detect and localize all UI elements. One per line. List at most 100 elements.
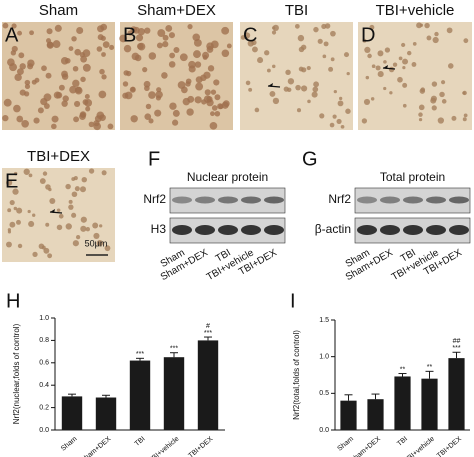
- cell: [254, 107, 260, 113]
- cell: [311, 91, 318, 98]
- cell: [192, 33, 201, 42]
- significance-mark: **: [400, 366, 406, 373]
- cell: [169, 102, 177, 110]
- cell: [21, 119, 29, 128]
- y-axis-label: Nrf2(nuclear,folds of control): [12, 323, 21, 424]
- cell: [41, 245, 46, 250]
- band: [241, 196, 261, 204]
- cell: [39, 178, 46, 184]
- band: [172, 196, 192, 204]
- cell: [419, 23, 424, 27]
- cell: [16, 115, 24, 123]
- bar: [394, 376, 411, 430]
- cell: [194, 61, 202, 68]
- cell: [206, 42, 214, 50]
- cell: [17, 30, 23, 36]
- cell: [98, 90, 107, 99]
- cell: [312, 86, 319, 93]
- cell: [29, 30, 34, 36]
- cell: [71, 212, 77, 218]
- cell: [287, 78, 295, 85]
- cell: [72, 240, 79, 247]
- cell: [99, 224, 103, 228]
- cell: [19, 63, 26, 70]
- cell: [136, 42, 144, 50]
- cell: [447, 63, 454, 69]
- cell: [336, 118, 342, 125]
- x-tick-label: TBI: [134, 436, 147, 448]
- cell: [129, 86, 136, 93]
- cell: [264, 50, 270, 56]
- band: [241, 225, 261, 235]
- cell: [420, 87, 426, 93]
- cell: [162, 34, 169, 41]
- cell: [377, 50, 384, 57]
- cell: [187, 24, 193, 30]
- cell: [27, 63, 34, 70]
- cell: [221, 26, 230, 35]
- cell: [42, 171, 48, 176]
- cell: [60, 57, 69, 65]
- cell: [81, 176, 87, 183]
- bar: [448, 358, 465, 430]
- panel-letter: B: [123, 24, 136, 46]
- cell: [295, 84, 301, 91]
- cell: [169, 52, 176, 59]
- x-tick-label: TBI+vehicle: [403, 436, 436, 457]
- cell: [377, 71, 384, 78]
- cell: [45, 222, 50, 227]
- cell: [79, 51, 86, 58]
- cell: [168, 32, 175, 39]
- cell: [134, 54, 142, 62]
- cell: [28, 220, 35, 228]
- y-tick-label: 1.0: [39, 315, 49, 322]
- cell: [80, 55, 88, 63]
- cell: [271, 30, 277, 35]
- cell: [61, 70, 68, 78]
- cell: [434, 31, 439, 37]
- cell: [12, 188, 19, 195]
- band: [172, 225, 192, 235]
- cell: [156, 42, 163, 49]
- cell: [375, 65, 381, 71]
- cell: [251, 39, 257, 46]
- cell: [24, 83, 31, 90]
- cell: [142, 67, 148, 73]
- cell: [272, 97, 280, 105]
- cell: [40, 97, 48, 106]
- cell: [285, 69, 291, 76]
- cell: [330, 30, 336, 37]
- cell: [80, 76, 86, 83]
- cell: [37, 107, 44, 114]
- cell: [185, 81, 191, 87]
- cell: [58, 84, 65, 91]
- cell: [76, 26, 84, 35]
- panel-letter: A: [5, 24, 19, 46]
- significance-mark: ##: [453, 338, 461, 345]
- cell: [188, 60, 196, 69]
- significance-mark: ***: [204, 330, 212, 337]
- band: [426, 196, 446, 204]
- cell: [46, 41, 54, 49]
- cell: [397, 76, 403, 83]
- cell: [298, 66, 304, 72]
- cell: [214, 110, 221, 117]
- cell: [210, 111, 215, 117]
- x-tick-label: Sham+DEX: [349, 435, 382, 457]
- blot-title: Total protein: [380, 170, 445, 184]
- cell: [9, 221, 16, 228]
- bar: [163, 357, 185, 430]
- cell: [2, 114, 9, 122]
- cell: [156, 87, 162, 93]
- cell: [383, 60, 387, 64]
- cell: [7, 228, 11, 232]
- cell: [296, 108, 302, 113]
- cell: [463, 38, 469, 44]
- cell: [74, 100, 81, 108]
- cell: [104, 245, 111, 252]
- cell: [462, 117, 467, 122]
- cell: [32, 213, 36, 217]
- cell: [144, 85, 150, 92]
- cell: [101, 52, 106, 57]
- cell: [406, 50, 412, 56]
